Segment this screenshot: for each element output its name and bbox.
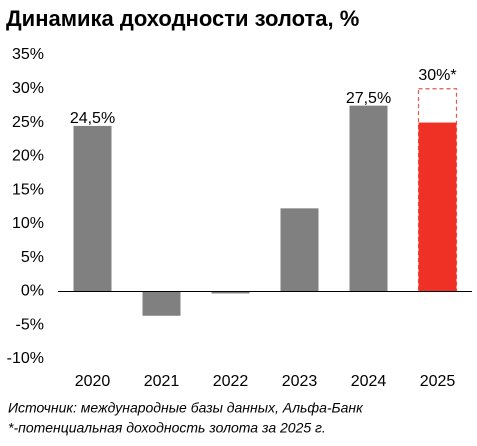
x-tick-label: 2022 — [213, 373, 249, 390]
x-tick-label: 2024 — [351, 373, 387, 390]
bar — [73, 125, 112, 292]
y-tick-label: -5% — [16, 316, 44, 333]
y-tick-label: 30% — [12, 80, 44, 97]
y-tick-label: 5% — [21, 249, 44, 266]
note: *-потенциальная доходность золота за 202… — [8, 420, 326, 436]
bar — [142, 291, 181, 316]
x-tick-label: 2025 — [420, 373, 456, 390]
chart-title: Динамика доходности золота, % — [6, 6, 359, 31]
x-tick-label: 2023 — [282, 373, 318, 390]
source: Источник: международные базы данных, Аль… — [8, 400, 364, 416]
bar — [280, 208, 319, 292]
y-tick-label: 10% — [12, 215, 44, 232]
y-tick-label: 35% — [12, 46, 44, 63]
y-tick-label: 15% — [12, 181, 44, 198]
bar — [349, 105, 388, 292]
potential-label: 30%* — [418, 67, 456, 84]
x-tick-label: 2020 — [75, 373, 111, 390]
y-tick-label: 25% — [12, 114, 44, 131]
value-label: 27,5% — [346, 90, 391, 107]
y-tick-label: -10% — [7, 350, 44, 367]
bar — [418, 122, 457, 292]
x-tick-label: 2021 — [144, 373, 180, 390]
value-label: 24,5% — [70, 110, 115, 127]
bar — [211, 291, 250, 294]
y-tick-label: 0% — [21, 283, 44, 300]
y-tick-label: 20% — [12, 148, 44, 165]
